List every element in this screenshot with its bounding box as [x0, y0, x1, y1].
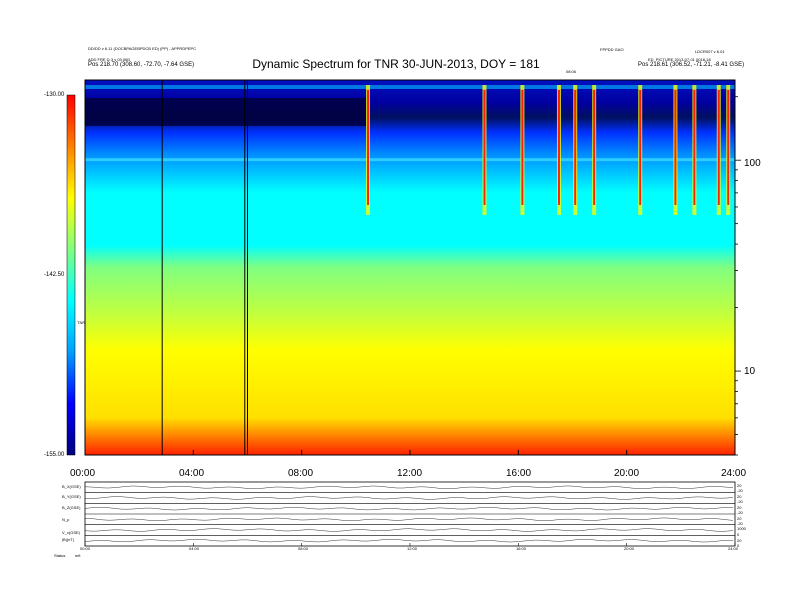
- sub-x-tick-4: 16:00: [516, 546, 527, 551]
- x-tick-1: 04:00: [179, 468, 205, 479]
- subpanel-value-8: 1000: [737, 526, 746, 531]
- subpanel-trace-4: [84, 528, 734, 532]
- top-left-line1: DD/DD v 6.11 (DOCBPAGEBPDCB ED) (PP) - A…: [88, 46, 197, 51]
- burst-core-10: [727, 90, 730, 205]
- subpanel-trace-0: [84, 485, 734, 489]
- marker-label: 08:06: [566, 69, 577, 74]
- x-tick-0: 00:00: [70, 468, 96, 479]
- burst-core-5: [593, 90, 596, 205]
- quiet-band: [85, 98, 367, 126]
- burst-core-3: [557, 90, 560, 205]
- subpanel-label-2: B_Z(GSE): [62, 505, 81, 510]
- subpanel-trace-5: [84, 539, 733, 543]
- colorbar: [66, 94, 76, 456]
- subpanel-label-3: N_p: [62, 517, 70, 522]
- burst-core-4: [574, 90, 577, 205]
- sub-x-tick-6: 24:00: [728, 546, 739, 551]
- footer-mfi: mfi: [75, 553, 81, 558]
- colorbar-mid-label: -142.50: [44, 272, 65, 278]
- burst-core-0: [367, 90, 370, 205]
- burst-core-8: [693, 90, 696, 205]
- top-right-line2: LDCR007 v 6.01: [695, 49, 725, 54]
- x-tick-5: 20:00: [614, 468, 640, 479]
- subpanel-value-1: -20: [737, 488, 743, 493]
- x-tick-2: 08:00: [288, 468, 314, 479]
- colorbar-top-label: -130.00: [44, 92, 65, 98]
- subpanel-trace-1: [84, 496, 734, 500]
- subpanel-value-4: 20: [737, 505, 742, 510]
- subpanel-value-2: 20: [737, 494, 742, 499]
- subpanel-trace-3: [84, 517, 734, 521]
- sub-x-tick-2: 08:00: [298, 546, 309, 551]
- line-100khz: [85, 158, 735, 162]
- subpanel-value-9: 0: [737, 532, 740, 537]
- subpanel-label-1: B_Y(GSE): [62, 494, 81, 499]
- x-tick-3: 12:00: [397, 468, 423, 479]
- top-right-line4: Pos 218.61 (306.52, -71.21, -8.41 GSE): [638, 62, 745, 68]
- x-tick-6: 24:00: [721, 468, 747, 479]
- burst-core-1: [483, 90, 486, 205]
- burst-core-2: [521, 90, 524, 205]
- subpanel-value-5: -20: [737, 510, 743, 515]
- y-right-tick-10: 10: [744, 366, 756, 377]
- subpanel-value-11: 0: [737, 543, 740, 548]
- subpanel-group: [84, 481, 736, 547]
- high-freq-stripe: [85, 85, 735, 89]
- top-left-line2: ADD FRE D-3 v 03.06D: [88, 57, 131, 62]
- colorbar-bottom-label: -155.00: [44, 452, 65, 458]
- subpanel-value-3: -20: [737, 499, 743, 504]
- sub-x-tick-5: 20:00: [624, 546, 635, 551]
- burst-core-9: [717, 90, 720, 205]
- spectrum-background: [85, 80, 735, 455]
- sub-x-tick-0: 00:00: [80, 546, 91, 551]
- colorbar-unit-label: TNR: [77, 320, 86, 325]
- subpanel-value-6: 20: [737, 516, 742, 521]
- subpanel-label-5: |B|(nT): [62, 537, 75, 542]
- top-right-line3: ED_PICTURE 2013-07-01 0018-18: [648, 57, 711, 62]
- burst-core-6: [639, 90, 642, 205]
- spectrum-panel: [84, 79, 741, 456]
- subpanel-trace-2: [84, 507, 734, 511]
- chart-title: Dynamic Spectrum for TNR 30-JUN-2013, DO…: [252, 57, 540, 71]
- y-right-tick-100: 100: [744, 158, 761, 169]
- subpanel-value-10: 20: [737, 538, 742, 543]
- subpanel-label-4: V_x(GSE): [62, 530, 81, 535]
- top-left-line3: Pos 218.70 (308.60, -72.70, -7.64 GSE): [88, 62, 195, 68]
- subpanel-value-7: -20: [737, 521, 743, 526]
- sub-x-tick-1: 04:00: [189, 546, 200, 551]
- subpanel-label-0: B_X(GSE): [62, 484, 81, 489]
- footer-status: Status: [54, 553, 66, 558]
- sub-x-tick-3: 12:00: [407, 546, 418, 551]
- burst-core-7: [674, 90, 677, 205]
- subpanel-value-0: 20: [737, 483, 742, 488]
- x-tick-4: 16:00: [506, 468, 532, 479]
- top-right-line1: FPPDD GAO: [600, 47, 624, 52]
